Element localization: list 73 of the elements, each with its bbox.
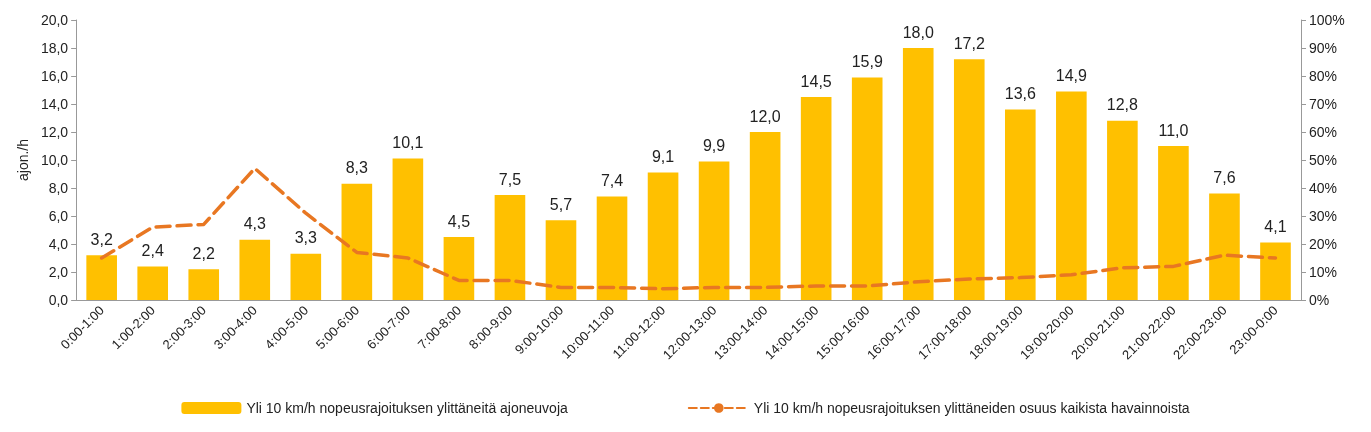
bar xyxy=(341,183,373,300)
data-label: 3,2 xyxy=(90,230,113,248)
y2-tick-label: 20% xyxy=(1309,236,1338,252)
bar xyxy=(851,77,883,300)
y2-tick-label: 60% xyxy=(1309,124,1338,140)
data-label: 4,3 xyxy=(243,215,266,233)
y-tick-label: 12,0 xyxy=(40,124,69,140)
data-label: 7,6 xyxy=(1213,169,1236,187)
bar xyxy=(494,195,526,300)
bar xyxy=(545,220,577,300)
y2-tick-label: 70% xyxy=(1309,96,1338,112)
legend-label: Yli 10 km/h nopeusrajoituksen ylittäneiden osuus kaikista havainnoista xyxy=(753,400,1190,416)
y2-tick-label: 90% xyxy=(1309,40,1338,56)
data-label: 4,5 xyxy=(447,212,471,230)
y2-tick-label: 100% xyxy=(1309,12,1345,28)
data-label: 5,7 xyxy=(549,195,573,213)
y-tick-label: 4,0 xyxy=(48,236,69,252)
data-label: 9,1 xyxy=(651,148,675,166)
data-label: 14,9 xyxy=(1055,66,1088,84)
bar xyxy=(698,161,730,300)
data-label: 14,5 xyxy=(800,72,832,90)
data-label: 11,0 xyxy=(1158,121,1189,139)
y-axis-title: ajon./h xyxy=(15,138,31,182)
data-label: 17,2 xyxy=(953,34,985,52)
bar xyxy=(749,132,781,300)
bar xyxy=(1004,109,1036,300)
data-label: 12,8 xyxy=(1106,96,1139,114)
data-label: 18,0 xyxy=(902,23,934,41)
y2-tick-label: 50% xyxy=(1309,152,1338,168)
bar xyxy=(188,269,220,300)
y-tick-label: 20,0 xyxy=(40,12,69,28)
data-label: 7,4 xyxy=(600,171,624,189)
data-label: 4,1 xyxy=(1264,218,1287,236)
bar xyxy=(137,266,169,300)
data-label: 15,9 xyxy=(851,52,883,70)
data-label: 3,3 xyxy=(294,229,318,247)
data-label: 10,1 xyxy=(392,134,424,152)
y-tick-label: 0,0 xyxy=(48,292,69,308)
bar xyxy=(902,48,934,300)
y-tick-label: 8,0 xyxy=(48,180,69,196)
bar xyxy=(1260,242,1291,300)
bar xyxy=(239,239,271,300)
y-tick-label: 14,0 xyxy=(40,96,69,112)
bar xyxy=(1107,120,1138,300)
data-label: 9,9 xyxy=(702,136,726,154)
y2-tick-label: 80% xyxy=(1309,68,1338,84)
bar xyxy=(443,237,475,300)
data-label: 8,3 xyxy=(345,159,369,177)
bar xyxy=(1056,91,1087,300)
data-label: 2,4 xyxy=(141,241,164,259)
bar xyxy=(953,59,985,300)
bar xyxy=(1158,146,1189,300)
y-tick-label: 18,0 xyxy=(40,40,69,56)
bar xyxy=(800,97,832,300)
bar xyxy=(596,196,628,300)
bar xyxy=(86,255,117,300)
y-tick-label: 6,0 xyxy=(48,208,69,224)
data-label: 2,2 xyxy=(192,244,215,262)
data-label: 7,5 xyxy=(498,170,522,188)
y2-tick-label: 40% xyxy=(1309,180,1338,196)
y2-tick-label: 0% xyxy=(1309,292,1330,308)
y-tick-label: 16,0 xyxy=(40,68,69,84)
bar xyxy=(647,172,679,300)
y2-tick-label: 10% xyxy=(1309,264,1338,280)
data-label: 13,6 xyxy=(1004,85,1036,103)
y-tick-label: 2,0 xyxy=(48,264,69,280)
bar xyxy=(1209,193,1240,300)
legend-label: Yli 10 km/h nopeusrajoituksen ylittäneitä ajoneuvoja xyxy=(246,400,569,416)
bar xyxy=(290,253,322,300)
y-tick-label: 10,0 xyxy=(40,152,69,168)
bar xyxy=(392,158,424,300)
y2-tick-label: 30% xyxy=(1309,208,1338,224)
data-label: 12,0 xyxy=(749,107,781,125)
